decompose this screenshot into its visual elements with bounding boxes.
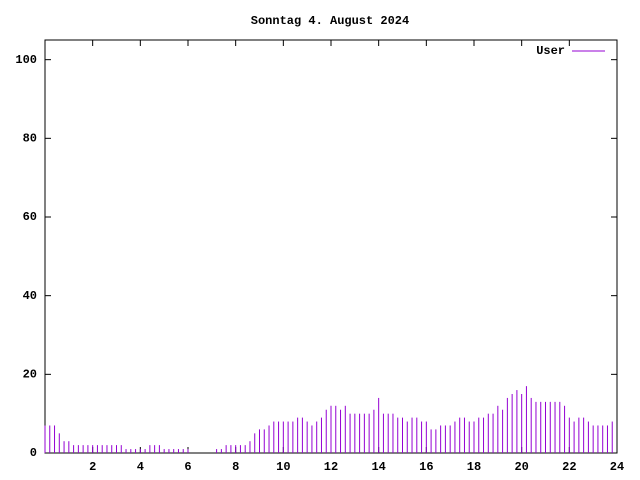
legend-label: User <box>536 44 565 58</box>
x-tick-label: 16 <box>419 460 433 474</box>
y-tick-label: 60 <box>23 210 37 224</box>
y-tick-label: 20 <box>23 368 37 382</box>
y-tick-label: 80 <box>23 132 37 146</box>
y-tick-label: 0 <box>30 446 37 460</box>
x-tick-label: 8 <box>232 460 239 474</box>
y-tick-label: 100 <box>15 53 37 67</box>
x-tick-label: 22 <box>562 460 576 474</box>
chart-title: Sonntag 4. August 2024 <box>251 14 409 28</box>
x-tick-label: 12 <box>324 460 338 474</box>
plot-border <box>44 39 618 454</box>
x-tick-label: 18 <box>467 460 481 474</box>
x-tick-label: 24 <box>610 460 624 474</box>
x-tick-label: 6 <box>184 460 191 474</box>
x-tick-label: 2 <box>89 460 96 474</box>
x-tick-label: 10 <box>276 460 290 474</box>
x-tick-label: 14 <box>371 460 385 474</box>
y-tick-label: 40 <box>23 289 37 303</box>
x-tick-label: 20 <box>514 460 528 474</box>
x-tick-label: 4 <box>137 460 144 474</box>
